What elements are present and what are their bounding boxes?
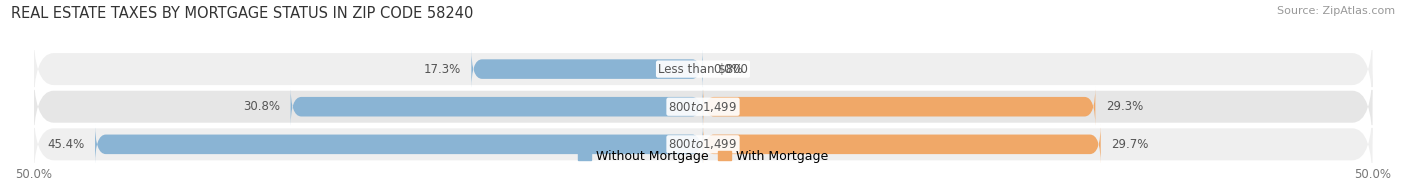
Text: 17.3%: 17.3% bbox=[423, 63, 461, 76]
FancyBboxPatch shape bbox=[96, 124, 703, 165]
FancyBboxPatch shape bbox=[703, 86, 1095, 127]
Text: 45.4%: 45.4% bbox=[48, 138, 84, 151]
Text: 0.0%: 0.0% bbox=[714, 63, 744, 76]
Text: 30.8%: 30.8% bbox=[243, 100, 280, 113]
Text: Source: ZipAtlas.com: Source: ZipAtlas.com bbox=[1277, 6, 1395, 16]
FancyBboxPatch shape bbox=[703, 124, 1101, 165]
Text: 29.3%: 29.3% bbox=[1107, 100, 1143, 113]
Text: Less than $800: Less than $800 bbox=[658, 63, 748, 76]
Text: REAL ESTATE TAXES BY MORTGAGE STATUS IN ZIP CODE 58240: REAL ESTATE TAXES BY MORTGAGE STATUS IN … bbox=[11, 6, 474, 21]
FancyBboxPatch shape bbox=[291, 86, 703, 127]
Text: 29.7%: 29.7% bbox=[1111, 138, 1149, 151]
FancyBboxPatch shape bbox=[34, 66, 1372, 147]
Text: $800 to $1,499: $800 to $1,499 bbox=[668, 100, 738, 114]
Legend: Without Mortgage, With Mortgage: Without Mortgage, With Mortgage bbox=[578, 150, 828, 162]
FancyBboxPatch shape bbox=[34, 104, 1372, 185]
FancyBboxPatch shape bbox=[34, 29, 1372, 110]
FancyBboxPatch shape bbox=[471, 49, 703, 89]
Text: $800 to $1,499: $800 to $1,499 bbox=[668, 137, 738, 151]
